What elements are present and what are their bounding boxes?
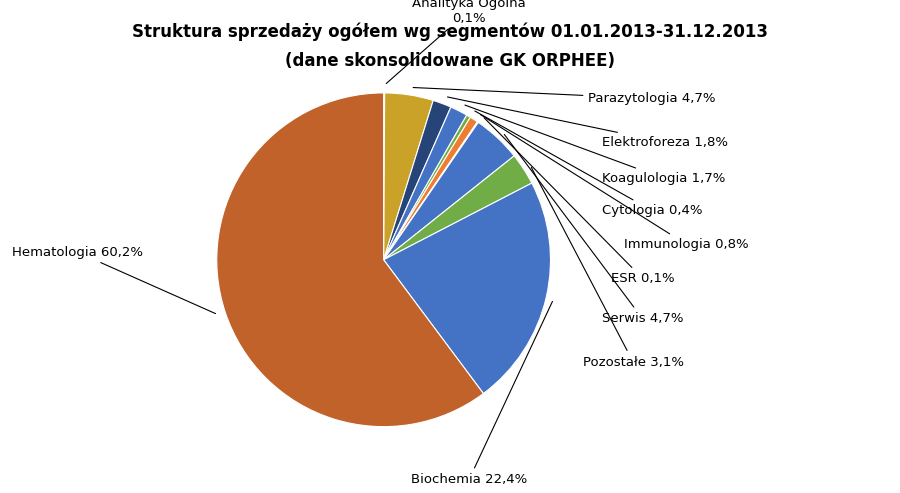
Wedge shape bbox=[383, 156, 532, 260]
Wedge shape bbox=[383, 117, 477, 260]
Wedge shape bbox=[383, 107, 467, 260]
Text: (dane skonsolidowane GK ORPHEE): (dane skonsolidowane GK ORPHEE) bbox=[285, 52, 615, 70]
Wedge shape bbox=[383, 115, 471, 260]
Text: Cytologia 0,4%: Cytologia 0,4% bbox=[475, 111, 702, 217]
Wedge shape bbox=[217, 93, 483, 426]
Text: Hematologia 60,2%: Hematologia 60,2% bbox=[12, 246, 215, 314]
Text: Pozostałe 3,1%: Pozostałe 3,1% bbox=[531, 168, 684, 369]
Text: Analityka Ogólna
0,1%: Analityka Ogólna 0,1% bbox=[386, 0, 526, 83]
Text: ESR 0,1%: ESR 0,1% bbox=[484, 118, 675, 285]
Text: Serwis 4,7%: Serwis 4,7% bbox=[504, 135, 683, 325]
Text: Biochemia 22,4%: Biochemia 22,4% bbox=[410, 301, 553, 486]
Wedge shape bbox=[383, 122, 514, 260]
Wedge shape bbox=[383, 93, 433, 260]
Text: Struktura sprzedaży ogółem wg segmentów 01.01.2013-31.12.2013: Struktura sprzedaży ogółem wg segmentów … bbox=[132, 22, 768, 41]
Text: Koagulologia 1,7%: Koagulologia 1,7% bbox=[465, 105, 725, 185]
Text: Parazytologia 4,7%: Parazytologia 4,7% bbox=[413, 88, 716, 105]
Wedge shape bbox=[383, 93, 384, 260]
Wedge shape bbox=[383, 101, 451, 260]
Wedge shape bbox=[383, 122, 478, 260]
Text: Elektroforeza 1,8%: Elektroforeza 1,8% bbox=[447, 97, 728, 149]
Wedge shape bbox=[383, 183, 551, 393]
Text: Immunologia 0,8%: Immunologia 0,8% bbox=[481, 114, 749, 251]
